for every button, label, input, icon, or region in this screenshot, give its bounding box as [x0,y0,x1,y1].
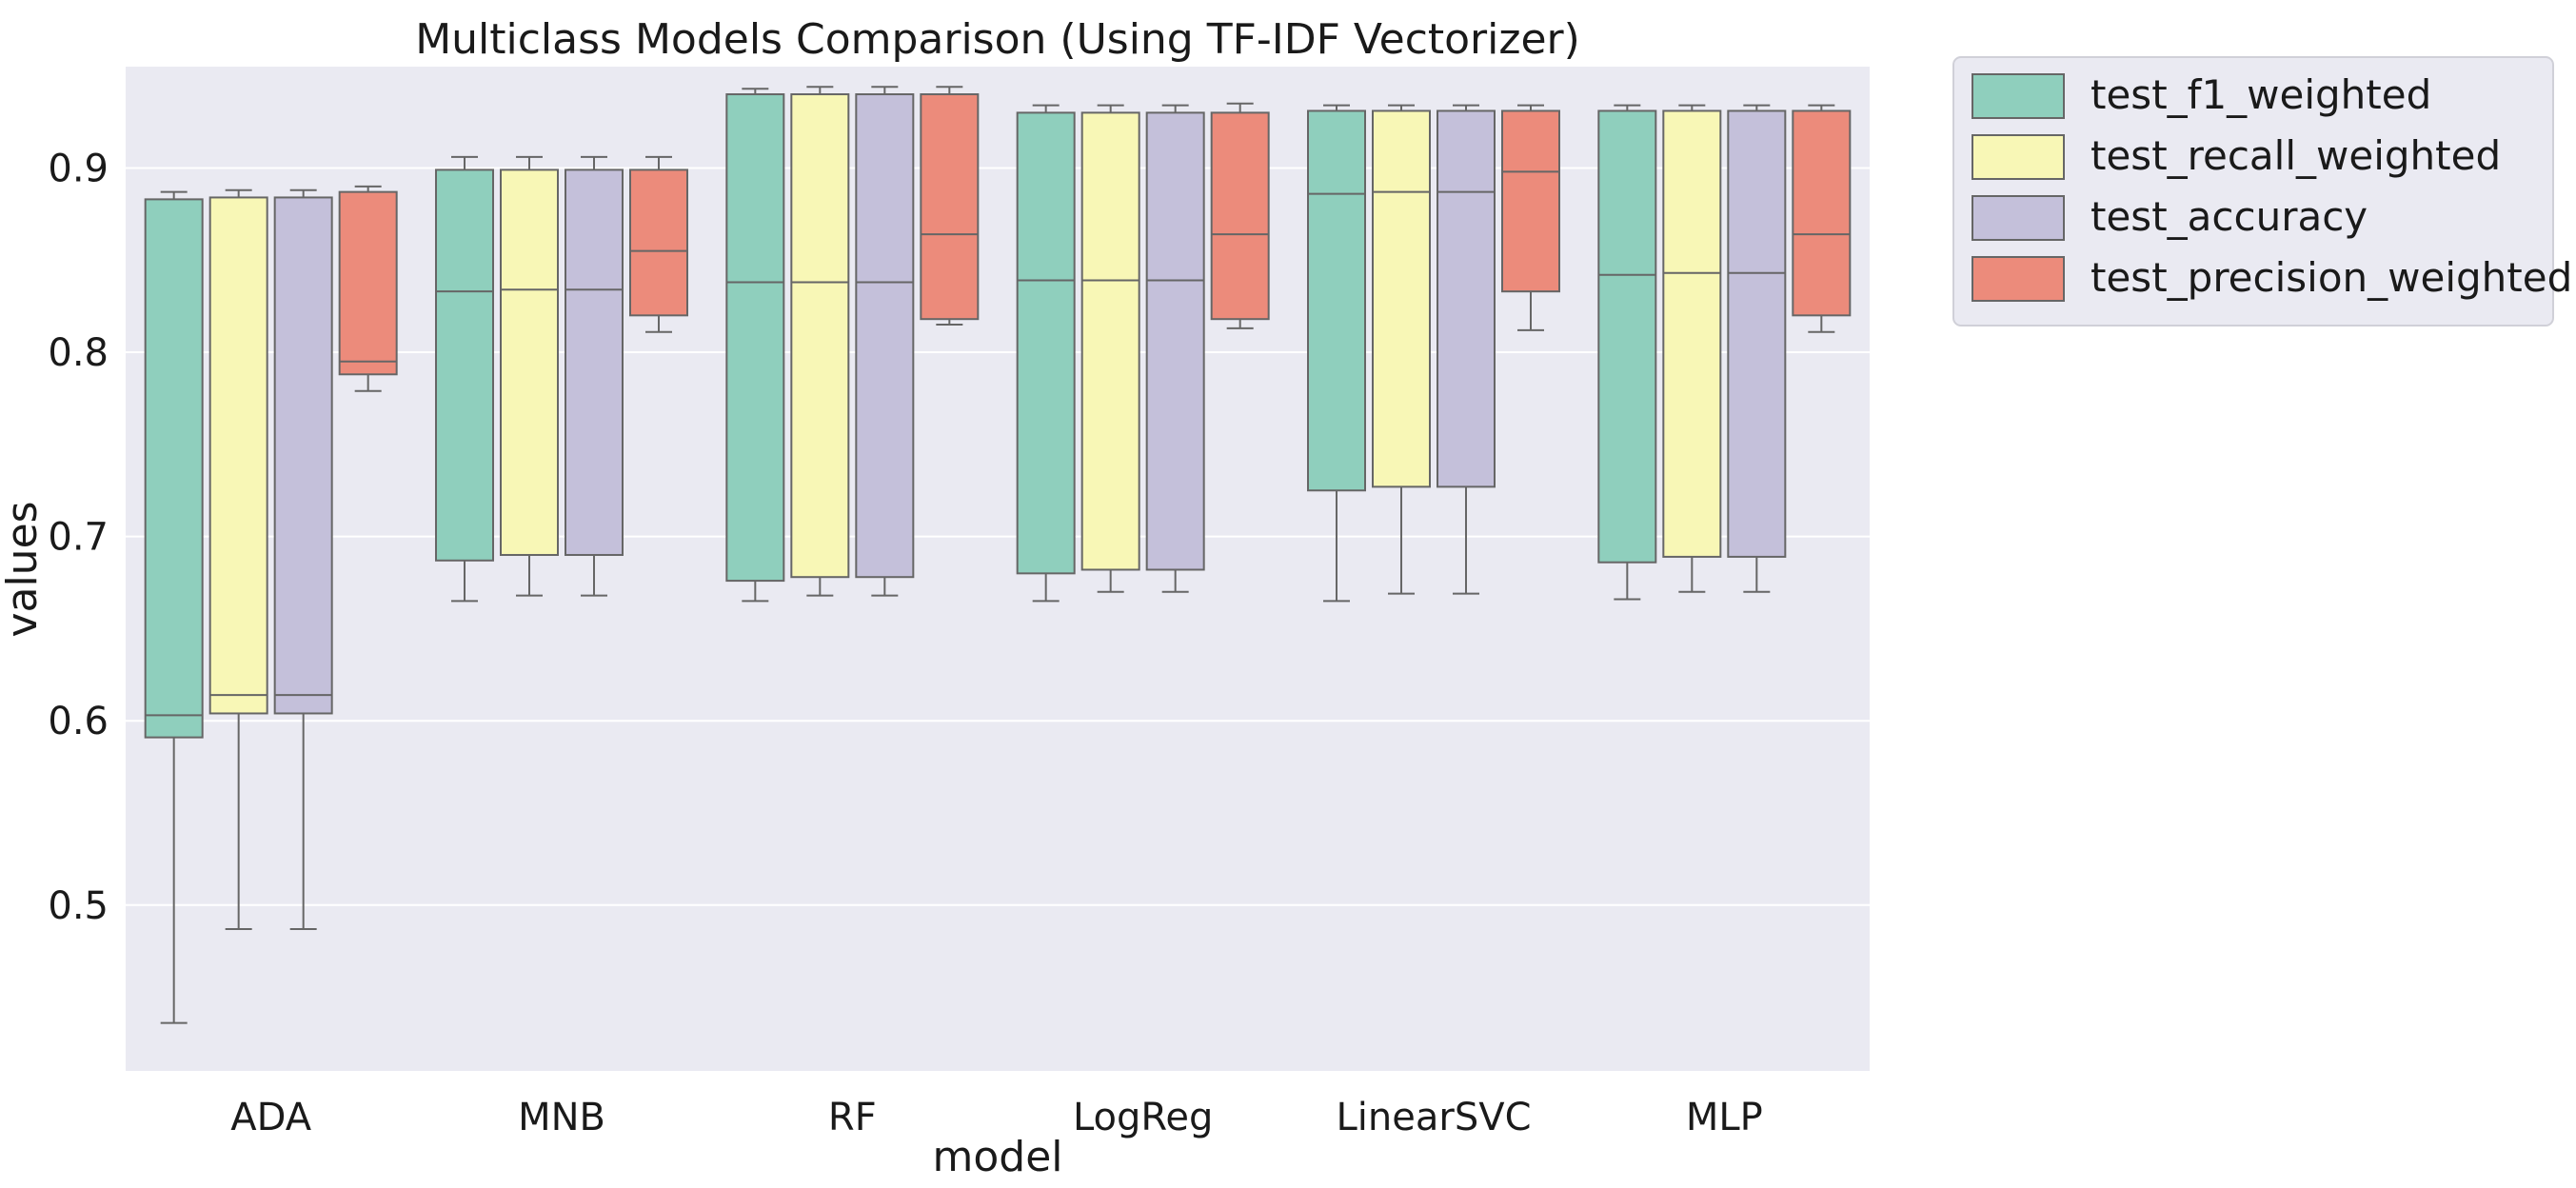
box-mnb-test-accuracy [565,155,624,597]
box-linearsvc-test-precision-weighted [1501,104,1560,331]
x-tick-label-logreg: LogReg [1073,1096,1213,1139]
box-body [208,196,268,715]
box-body [855,93,915,579]
x-axis-ticks: ADA MNB RF LogReg LinearSVC MLP [230,1096,1763,1139]
box-body [790,93,850,579]
box-logreg-test-precision-weighted [1210,102,1270,329]
box-rf-test-precision-weighted [920,86,980,327]
legend-frame [1952,56,2554,327]
x-tick-label-linearsvc: LinearSVC [1337,1096,1532,1139]
legend: test_f1_weighted test_recall_weightedtest… [1952,56,2572,327]
y-tick-label: 0.5 [48,884,109,928]
box-mnb-test-precision-weighted [629,155,688,333]
box-body [629,168,688,317]
plot-background [126,67,1870,1071]
y-axis-ticks: 0.5 0.6 0.7 0.8 0.9 [48,147,109,927]
box-body [725,93,785,583]
box-body [500,168,559,556]
box-body [1727,109,1787,558]
legend-label-test-accuracy: test_accuracy [2091,193,2368,240]
box-mlp-test-precision-weighted [1792,104,1852,333]
box-layer [144,86,1852,1024]
box-ada-test-accuracy [273,188,333,930]
box-body [435,168,494,562]
grid-lines [126,167,1870,906]
box-body [1597,109,1657,564]
y-tick-label: 0.6 [48,700,109,743]
legend-swatch-test-precision-weighted [1972,256,2065,302]
box-mlp-test-accuracy [1727,104,1787,593]
legend-swatch-test-recall-weighted [1972,134,2065,180]
box-body [1307,109,1366,492]
x-axis-label: model [932,1133,1062,1181]
chart-title: Multiclass Models Comparison (Using TF-I… [415,15,1580,64]
x-tick-label-mlp: MLP [1686,1096,1763,1139]
box-body [1437,109,1496,488]
legend-label-test-f1-weighted: test_f1_weighted [2091,71,2431,118]
box-mlp-test-recall-weighted [1662,104,1722,593]
box-logreg-test-accuracy [1145,104,1205,593]
box-body [1662,109,1722,558]
box-body [273,196,333,715]
box-linearsvc-test-f1-weighted [1307,104,1366,603]
box-rf-test-accuracy [855,86,915,597]
legend-label-test-precision-weighted: test_precision_weighted [2091,254,2572,301]
box-mnb-test-recall-weighted [500,155,559,597]
legend-swatch-test-f1-weighted [1972,73,2065,119]
x-tick-label-mnb: MNB [518,1096,605,1139]
box-ada-test-recall-weighted [208,188,268,930]
box-rf-test-recall-weighted [790,86,850,597]
box-ada-test-f1-weighted [144,190,204,1024]
box-linearsvc-test-recall-weighted [1372,104,1431,595]
box-mnb-test-f1-weighted [435,155,494,603]
box-body [920,93,980,321]
box-logreg-test-recall-weighted [1080,104,1140,593]
box-ada-test-precision-weighted [338,185,398,392]
x-tick-label-ada: ADA [230,1096,311,1139]
box-rf-test-f1-weighted [725,88,785,603]
box-body [1016,111,1076,575]
y-axis-label: values [0,501,47,637]
x-tick-label-rf: RF [828,1096,877,1139]
legend-swatch-test-accuracy [1972,195,2065,241]
y-tick-label: 0.9 [48,147,109,190]
box-body [1210,111,1270,321]
box-body [1792,109,1852,317]
box-body [144,198,204,739]
box-mlp-test-f1-weighted [1597,104,1657,601]
y-tick-label: 0.8 [48,331,109,375]
y-tick-label: 0.7 [48,516,109,560]
box-body [338,190,398,376]
box-body [1145,111,1205,571]
box-body [1372,109,1431,488]
legend-label-test-recall-weighted: test_recall_weighted [2091,132,2501,179]
box-body [1080,111,1140,571]
box-logreg-test-f1-weighted [1016,104,1076,603]
box-linearsvc-test-accuracy [1437,104,1496,595]
box-body [565,168,624,556]
box-body [1501,109,1560,293]
